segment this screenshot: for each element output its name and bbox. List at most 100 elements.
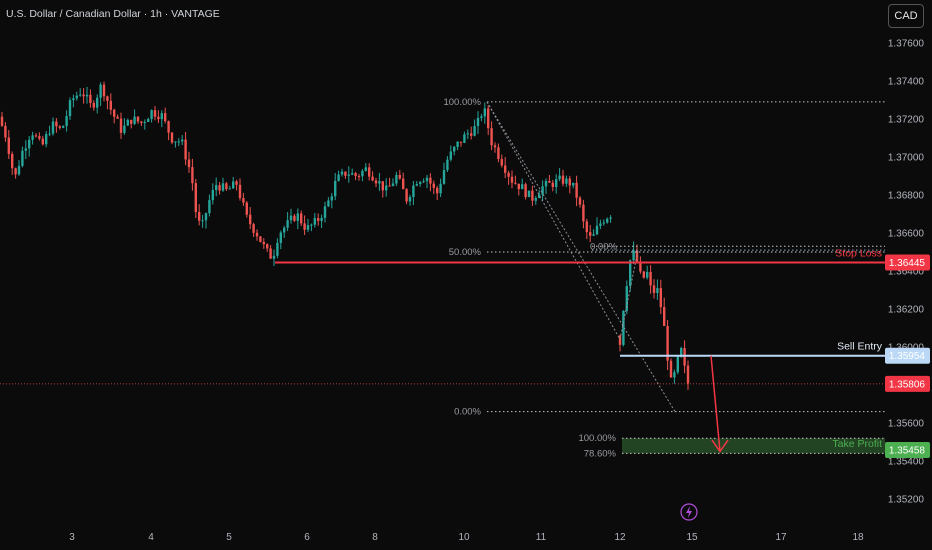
time-tick-label: 4 [148, 532, 154, 543]
time-tick-label: 17 [775, 532, 787, 543]
fib-level-label: 0.00% [454, 407, 481, 418]
candle-body [510, 176, 514, 183]
time-tick-label: 11 [536, 532, 547, 543]
candle-body [320, 217, 323, 221]
candle-body [167, 121, 170, 133]
candle-body [669, 360, 673, 378]
sell-entry-price-tag [885, 347, 930, 364]
candle-body [463, 134, 466, 143]
candle-body [585, 221, 588, 233]
candle-body [255, 232, 259, 237]
candle-body [374, 180, 378, 184]
candle-body [24, 148, 27, 151]
current-price-tag [885, 375, 930, 392]
tp-fib-label: 100.00% [578, 433, 616, 444]
candle-body [402, 178, 405, 190]
sell-entry-label: Sell Entry [837, 341, 883, 353]
stop-loss-label: Stop Loss [835, 247, 882, 259]
candle-body [252, 224, 255, 233]
candle-body [313, 218, 316, 225]
candle-body [249, 214, 252, 225]
candle-body [58, 126, 61, 128]
candle-body [96, 97, 99, 108]
candle-body [184, 139, 187, 160]
candle-body [656, 288, 659, 293]
lightning-icon [680, 503, 698, 521]
candle-body [221, 183, 225, 191]
candle-body [436, 187, 439, 194]
candle-body [473, 126, 476, 136]
candle-body [34, 135, 38, 137]
candle-body [228, 188, 231, 190]
candle-body [266, 244, 269, 249]
price-tick-label: 1.37600 [888, 39, 925, 50]
candle-body [198, 211, 201, 221]
candle-body [330, 196, 333, 201]
candle-body [578, 197, 582, 205]
candle-body [398, 174, 401, 179]
candle-body [7, 137, 10, 154]
candle-body [551, 182, 554, 188]
candle-body [572, 182, 575, 186]
candle-body [75, 95, 78, 99]
candle-body [327, 200, 330, 207]
candle-body [276, 242, 279, 256]
candle-body [561, 175, 565, 184]
candle-body [391, 183, 395, 186]
candle-body [466, 133, 469, 135]
candle-body [666, 326, 669, 361]
candle-body [300, 213, 303, 224]
candle-body [310, 224, 313, 226]
candle-body [500, 158, 503, 166]
candle-body [649, 271, 652, 286]
candle-body [340, 171, 344, 175]
candle-body [629, 260, 632, 287]
candle-body [99, 84, 102, 98]
candle-body [568, 178, 571, 186]
candle-body [368, 167, 371, 177]
candle-body [113, 109, 116, 117]
candle-body [534, 197, 537, 201]
candle-body [194, 183, 197, 212]
price-tick-label: 1.36600 [888, 229, 925, 240]
candle-body [575, 182, 578, 198]
candle-body [79, 94, 82, 96]
trade-arrow-head [711, 439, 729, 453]
candle-body [378, 181, 381, 184]
candle-body [425, 177, 429, 182]
candle-body [555, 179, 558, 188]
symbol-title: U.S. Dollar / Canadian Dollar · 1h · VAN… [6, 8, 220, 20]
candle-body [541, 186, 544, 195]
time-tick-label: 5 [226, 532, 232, 543]
candle-body [164, 113, 167, 122]
candle-body [283, 227, 286, 233]
candle-body [109, 100, 112, 110]
take-profit-price-tag-text: 1.35458 [889, 445, 926, 456]
candle-body [89, 94, 92, 103]
trade-arrow [710, 355, 721, 452]
price-tick-label: 1.37000 [888, 153, 925, 164]
candle-body [269, 248, 272, 259]
candle-body [174, 141, 177, 143]
currency-button[interactable]: CAD [888, 4, 924, 28]
candle-body [4, 125, 7, 138]
candle-body [639, 261, 642, 272]
candle-body [116, 116, 119, 119]
candle-body [181, 139, 184, 142]
tp-fib-label: 78.60% [584, 448, 617, 459]
candle-body [21, 150, 24, 166]
take-profit-label: Take Profit [832, 438, 882, 450]
stop-loss-price-tag-text: 1.36445 [889, 258, 926, 269]
candle-body [245, 202, 248, 215]
candle-body [82, 94, 85, 97]
candle-body [388, 185, 391, 187]
candle-body [293, 215, 296, 221]
candle-body [147, 119, 150, 122]
candle-body [686, 365, 690, 384]
candle-body [490, 128, 493, 146]
candle-body [303, 223, 306, 230]
candle-body [622, 310, 625, 345]
stop-loss-price-tag [885, 254, 930, 271]
time-tick-label: 18 [852, 532, 864, 543]
